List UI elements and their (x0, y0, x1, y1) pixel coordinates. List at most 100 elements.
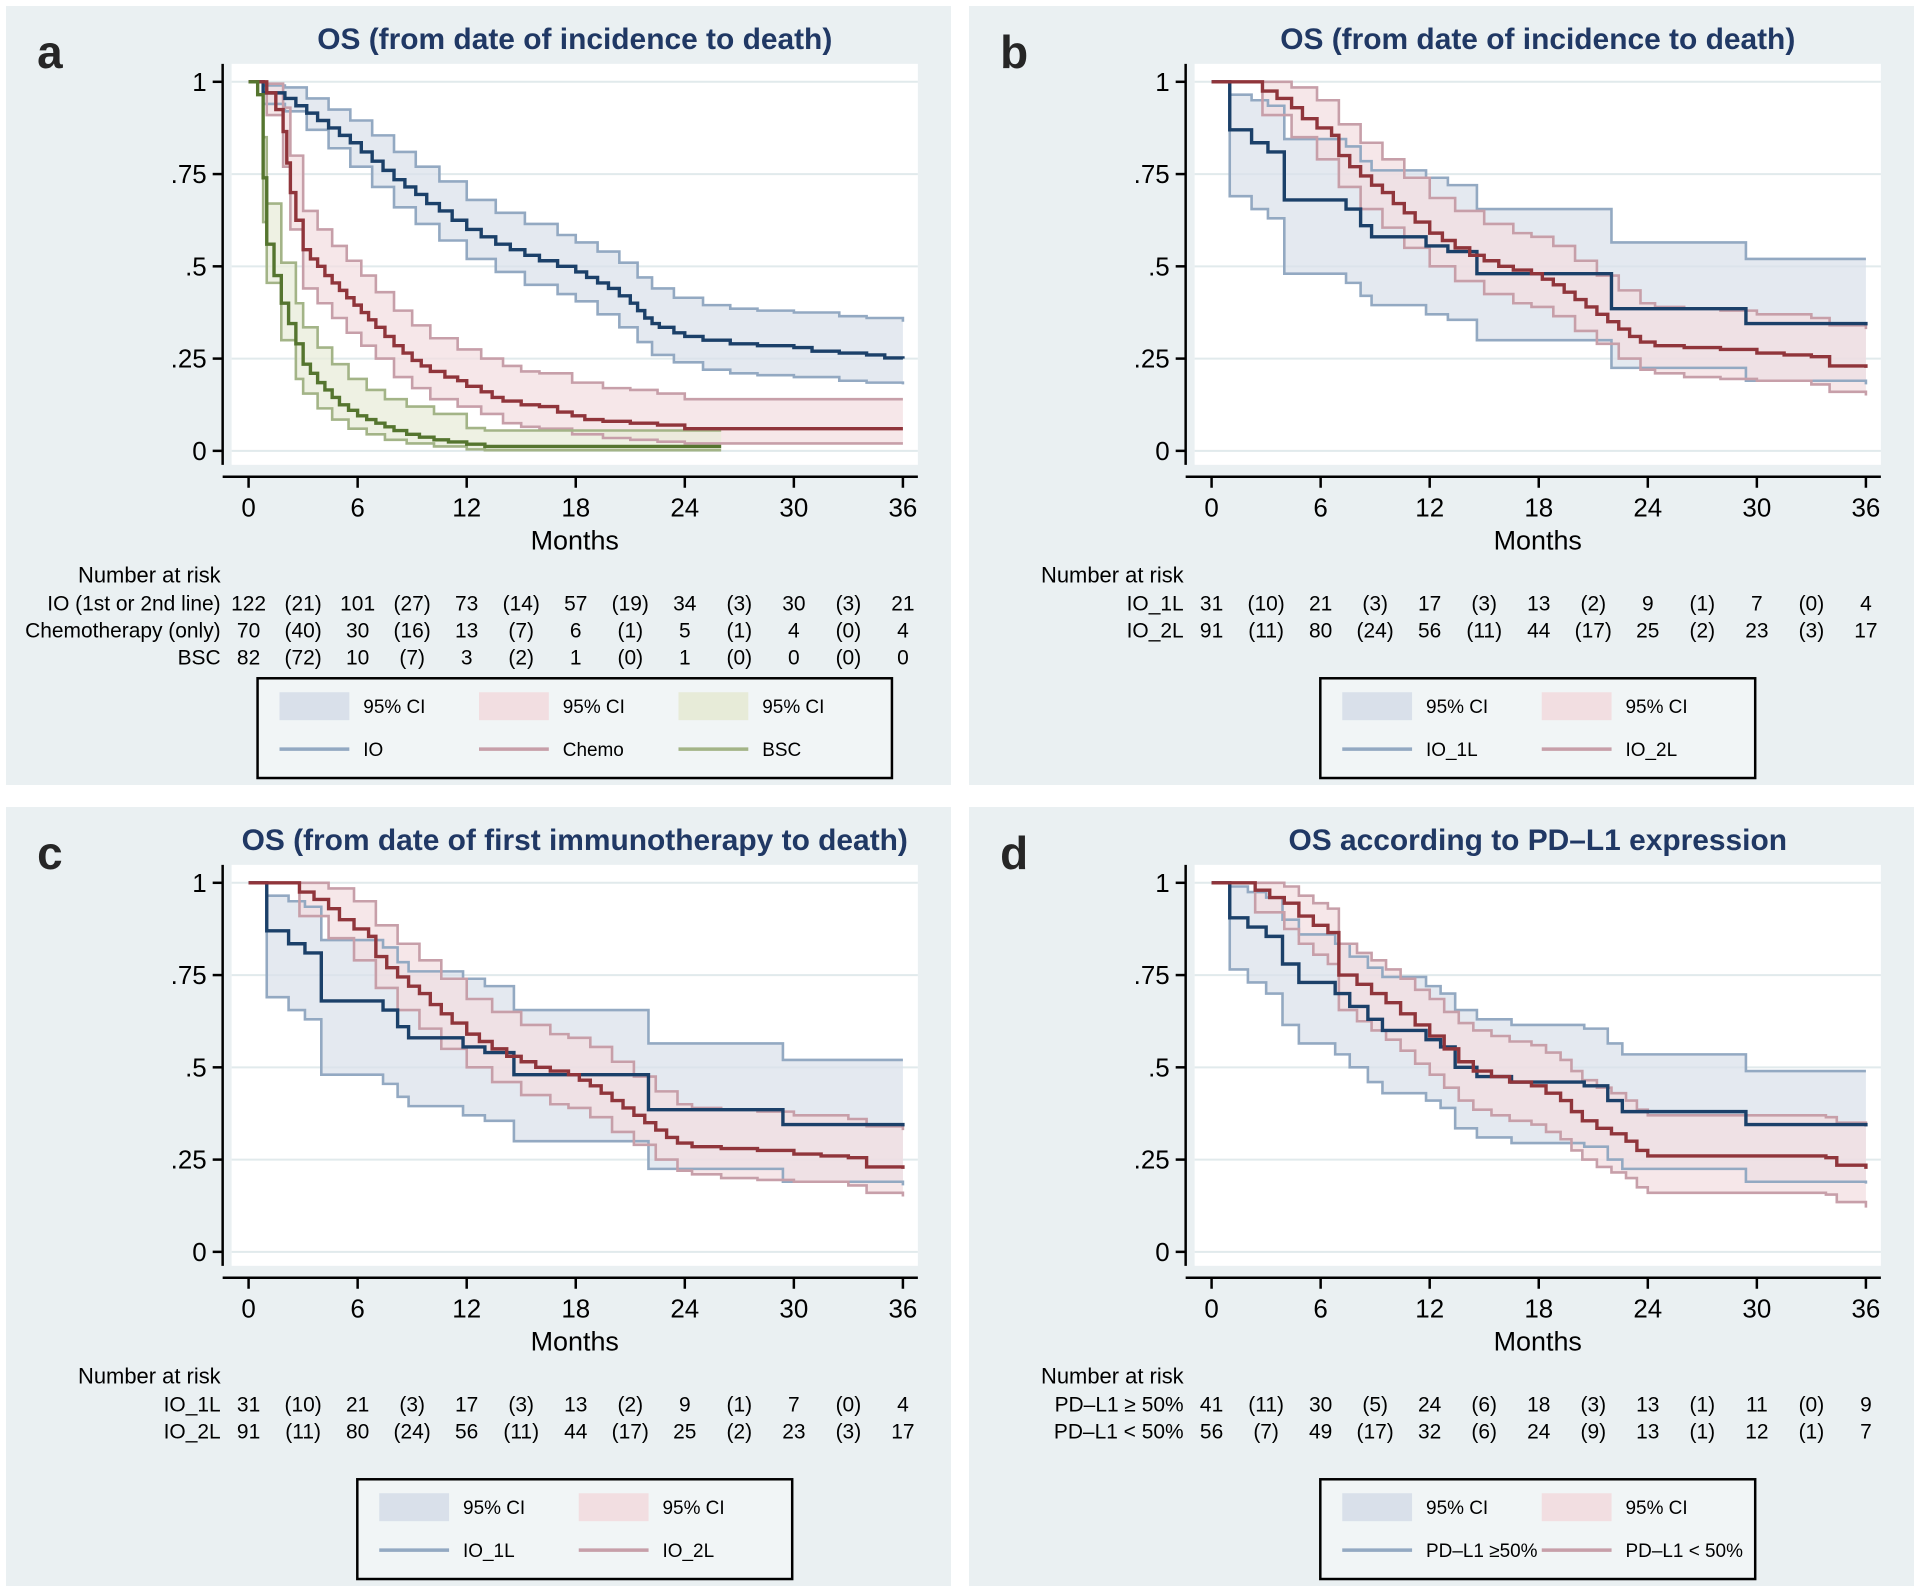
risk-value: (0) (1799, 1393, 1825, 1416)
ci-band-lower-edge (1211, 80, 1868, 385)
risk-value: (2) (508, 646, 534, 669)
survival-curve (248, 80, 905, 360)
legend-series-label: Chemo (563, 740, 624, 761)
x-tick-label: 18 (561, 495, 590, 523)
risk-value: (0) (836, 646, 862, 669)
legend-ci-swatch (1342, 692, 1413, 721)
x-tick-label: 24 (670, 1296, 699, 1324)
x-tick-label: 24 (1633, 495, 1662, 523)
risk-value: 56 (1200, 1420, 1223, 1443)
legend-series-label: PD–L1 ≥50% (1426, 1541, 1538, 1562)
x-tick-label: 24 (670, 495, 699, 523)
ci-band (1211, 882, 1866, 1184)
risk-value: 9 (1642, 592, 1654, 615)
y-tick-label: 1 (1155, 69, 1169, 97)
risk-value: (2) (727, 1420, 753, 1443)
y-tick-label: 1 (1155, 870, 1169, 898)
legend-ci-swatch (279, 692, 350, 721)
risk-value: (11) (285, 1420, 321, 1443)
panel-c: c OS (from date of first immunotherapy to… (6, 807, 951, 1586)
risk-value: 0 (788, 646, 800, 669)
risk-value: 3 (461, 646, 473, 669)
y-tick-label: .75 (1134, 161, 1170, 189)
risk-value: 13 (564, 1393, 587, 1416)
risk-value: 12 (1745, 1420, 1768, 1443)
risk-value: (3) (1471, 592, 1497, 615)
risk-row-label: Chemotherapy (only) (25, 619, 221, 642)
ci-band (248, 882, 903, 1197)
risk-value: (2) (1580, 592, 1606, 615)
x-tick-label: 24 (1633, 1296, 1662, 1324)
risk-value: 25 (1636, 619, 1659, 642)
legend-ci-swatch (1541, 692, 1612, 721)
y-tick-label: .25 (171, 1147, 207, 1175)
risk-value: (0) (617, 646, 643, 669)
x-tick-label: 12 (452, 495, 481, 523)
risk-value: 32 (1418, 1420, 1441, 1443)
risk-value: (3) (836, 592, 862, 615)
risk-value: 80 (1309, 619, 1332, 642)
risk-table-header: Number at risk (1041, 563, 1184, 588)
risk-value: (1) (1799, 1420, 1825, 1443)
legend-ci-label: 95% CI (663, 1498, 725, 1519)
ci-band (1211, 882, 1866, 1208)
risk-value: 17 (1854, 619, 1877, 642)
legend-series-label: IO_1L (463, 1541, 515, 1562)
y-tick-label: 0 (1155, 1239, 1169, 1267)
panel-letter: c (37, 827, 63, 879)
x-tick-label: 18 (1524, 1296, 1553, 1324)
y-tick-label: .25 (171, 346, 207, 374)
risk-value: (3) (399, 1393, 425, 1416)
x-tick-label: 30 (1742, 1296, 1771, 1324)
x-tick-label: 0 (1204, 495, 1218, 523)
x-tick-label: 36 (888, 495, 917, 523)
x-tick-label: 18 (1524, 495, 1553, 523)
legend-ci-label: 95% CI (463, 1498, 525, 1519)
risk-value: (7) (1253, 1420, 1279, 1443)
risk-value: 57 (564, 592, 587, 615)
survival-curve (248, 80, 903, 431)
legend-ci-label: 95% CI (1626, 697, 1688, 718)
x-tick-label: 36 (1851, 1296, 1880, 1324)
y-tick-label: 1 (192, 870, 206, 898)
risk-value: 23 (782, 1420, 805, 1443)
y-tick-label: .5 (1148, 1054, 1170, 1082)
ci-band-upper-edge (1211, 881, 1868, 1127)
chart-title: OS (from date of incidence to death) (317, 23, 832, 56)
chart-canvas: c OS (from date of first immunotherapy to… (7, 807, 950, 1586)
legend-series-label: IO_2L (663, 1541, 715, 1562)
risk-value: (3) (836, 1420, 862, 1443)
ci-band-upper-edge (248, 80, 722, 432)
risk-value: 101 (340, 592, 375, 615)
ci-band-lower-edge (1211, 80, 1868, 396)
risk-value: (0) (836, 1393, 862, 1416)
risk-value: (1) (1690, 1393, 1716, 1416)
risk-value: (1) (727, 619, 753, 642)
chart-title: OS according to PD–L1 expression (1288, 824, 1787, 857)
risk-value: (17) (1575, 619, 1612, 642)
risk-value: (7) (508, 619, 534, 642)
x-tick-label: 12 (1415, 495, 1444, 523)
legend-ci-label: 95% CI (1426, 1498, 1488, 1519)
risk-row-label: PD–L1 < 50% (1054, 1420, 1184, 1443)
legend-ci-label: 95% CI (363, 697, 425, 718)
legend-box (256, 677, 894, 780)
ci-band-upper-edge (248, 881, 903, 1062)
survival-curve (248, 80, 722, 449)
legend-ci-label: 95% CI (762, 697, 824, 718)
panel-d: d OS according to PD–L1 expression 1 .75 .5.… (969, 807, 1914, 1586)
y-tick-label: .25 (1134, 346, 1170, 374)
risk-value: 30 (1309, 1393, 1332, 1416)
risk-value: (6) (1471, 1393, 1497, 1416)
risk-row-label: IO_1L (164, 1393, 221, 1416)
risk-value: 1 (570, 646, 582, 669)
x-axis-title: Months (1494, 1327, 1582, 1357)
panel-b: b OS (from date of incidence to death) 1 .7… (969, 6, 1914, 785)
risk-value: (11) (1248, 1393, 1284, 1416)
risk-table-header: Number at risk (78, 563, 221, 588)
risk-value: (6) (1471, 1420, 1497, 1443)
y-tick-label: .75 (1134, 962, 1170, 990)
x-tick-label: 0 (1204, 1296, 1218, 1324)
risk-value: 4 (1860, 592, 1872, 615)
